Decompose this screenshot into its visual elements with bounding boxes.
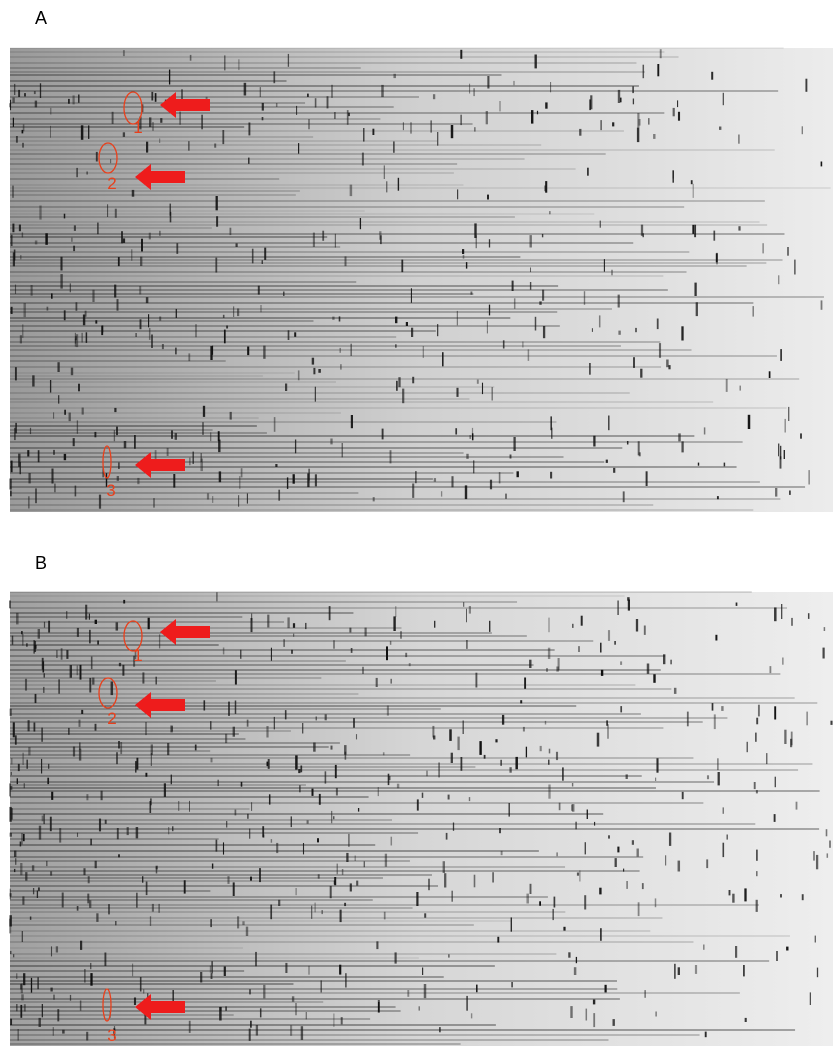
circle-mark <box>98 142 118 174</box>
texture-b <box>9 591 833 1045</box>
annotation-number: 3 <box>106 481 115 500</box>
image-b <box>10 592 833 1046</box>
annotation-number: 2 <box>107 174 116 193</box>
annotation-number: 2 <box>107 709 116 728</box>
annotation-number: 1 <box>133 646 142 665</box>
image-a <box>10 48 833 512</box>
annotation-number: 3 <box>107 1026 116 1045</box>
arrow <box>135 452 185 478</box>
arrow <box>160 619 210 645</box>
arrow <box>135 994 185 1020</box>
circle-mark <box>98 677 118 709</box>
circle-mark <box>123 620 143 652</box>
circle-mark <box>102 988 112 1022</box>
annotation-number: 1 <box>133 118 142 137</box>
arrow <box>135 164 185 190</box>
panel-label: A <box>35 8 47 28</box>
circle-mark <box>123 91 143 125</box>
texture-a <box>9 47 831 511</box>
annotations: 1 2 3 1 2 3 <box>98 91 210 1045</box>
circle-mark <box>102 445 112 479</box>
arrow <box>160 92 210 118</box>
panel-label: B <box>35 553 47 573</box>
arrow <box>135 692 185 718</box>
